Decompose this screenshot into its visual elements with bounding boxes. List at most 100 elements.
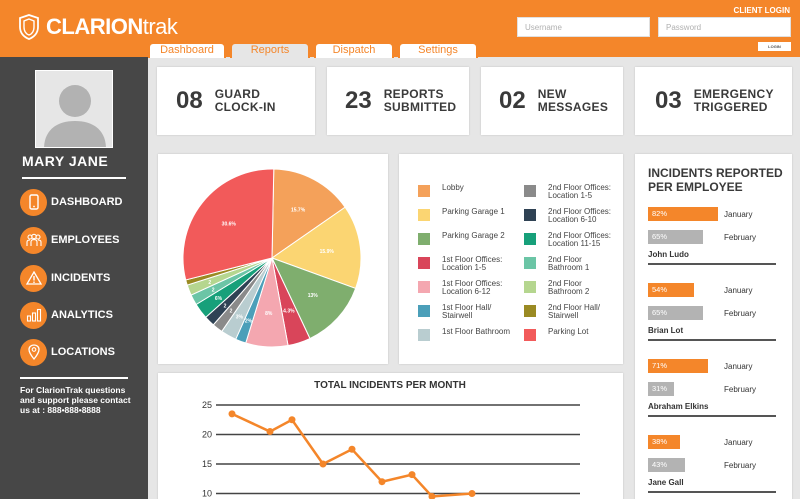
- tab-dispatch[interactable]: Dispatch: [314, 42, 394, 58]
- employee-name: Brian Lot: [648, 326, 684, 335]
- phone-icon: [20, 188, 47, 216]
- pie-slice-label: 2: [212, 287, 215, 293]
- line-point[interactable]: [288, 416, 296, 424]
- legend-label: 1st Floor Bathroom: [442, 327, 511, 336]
- line-point[interactable]: [428, 492, 436, 499]
- divider: [648, 491, 776, 493]
- stat-label: NEW MESSAGES: [537, 87, 609, 114]
- legend-item: 1st Floor Bathroom: [418, 328, 512, 341]
- pie-slice-label: 4.3%: [283, 309, 295, 315]
- legend-item: Parking Lot: [524, 328, 618, 341]
- employee-month-label: January: [724, 286, 753, 295]
- employee-percentage-bar[interactable]: 31%: [648, 382, 674, 396]
- employee-percentage-bar[interactable]: 82%: [648, 207, 718, 221]
- legend-label: Lobby: [442, 183, 464, 192]
- line-point[interactable]: [228, 410, 236, 418]
- sidebar-item-label: EMPLOYEES: [51, 234, 120, 246]
- login-button[interactable]: LOGIN: [758, 42, 791, 51]
- y-tick-label: 20: [202, 430, 212, 440]
- legend-item: 2nd Floor Offices: Location 1-5: [524, 184, 618, 200]
- sidebar-item-locations[interactable]: LOCATIONS: [20, 338, 115, 366]
- sidebar-item-dashboard[interactable]: DASHBOARD: [20, 188, 123, 216]
- employee-month-label: January: [724, 438, 753, 447]
- line-point[interactable]: [468, 490, 476, 497]
- location-pin-icon: [20, 338, 47, 366]
- legend-swatch: [524, 257, 536, 269]
- line-point[interactable]: [408, 471, 416, 479]
- pie-slice-label: 15.9%: [320, 249, 335, 255]
- divider: [648, 339, 776, 341]
- tab-reports[interactable]: Reports: [230, 42, 310, 58]
- line-series: [231, 412, 473, 498]
- stat-number: 23: [345, 87, 372, 114]
- pie-slice[interactable]: [271, 257, 357, 340]
- employee-percentage-bar[interactable]: 54%: [648, 283, 694, 297]
- legend-item: 2nd Floor Offices: Location 11-15: [524, 232, 618, 248]
- top-header: CLARIONtrak CLIENT LOGIN LOGIN: [0, 0, 800, 57]
- pie-slice[interactable]: [271, 168, 346, 259]
- pie-slice[interactable]: [270, 206, 362, 290]
- avatar[interactable]: [35, 70, 113, 148]
- app-logo[interactable]: CLARIONtrak: [18, 14, 178, 40]
- pie-legend: Lobby Parking Garage 1 Parking Garage 2 1st…: [399, 154, 623, 364]
- tab-dashboard[interactable]: Dashboard: [148, 42, 226, 58]
- pie-slice[interactable]: [182, 168, 275, 281]
- stat-card-emergency-triggered[interactable]: 03 EMERGENCY TRIGGERED: [635, 67, 792, 135]
- divider: [648, 415, 776, 417]
- legend-label: 1st Floor Offices: Location 6-12: [442, 279, 503, 296]
- legend-swatch: [418, 257, 430, 269]
- sidebar-item-analytics[interactable]: ANALYTICS: [20, 301, 113, 329]
- employee-percentage-bar[interactable]: 38%: [648, 435, 680, 449]
- employee-month-label: February: [724, 385, 757, 394]
- sidebar-item-employees[interactable]: EMPLOYEES: [20, 226, 119, 254]
- sidebar: MARY JANE DASHBOARD EMPLOYEES INCIDENTS …: [0, 57, 148, 499]
- tab-settings[interactable]: Settings: [398, 42, 478, 58]
- y-tick-label: 25: [202, 400, 212, 410]
- pie-chart-card: 15.7% 15.9% 13% 4.3% 8% 2% 3% 2 2 6% 2 2 30.6%: [158, 154, 388, 364]
- stat-card-new-messages[interactable]: 02 NEW MESSAGES: [481, 67, 623, 135]
- pie-slice-label: 15.7%: [291, 207, 306, 213]
- legend-label: Parking Lot: [548, 327, 589, 336]
- employee-name: Abraham Elkins: [648, 402, 709, 411]
- employee-percentage-bar[interactable]: 71%: [648, 359, 708, 373]
- user-placeholder-icon: [44, 85, 106, 147]
- divider: [20, 377, 128, 379]
- stat-card-guard-clock-in[interactable]: 08 GUARD CLOCK-IN: [157, 67, 315, 135]
- legend-swatch: [524, 209, 536, 221]
- password-input[interactable]: [658, 17, 791, 37]
- employee-name: John Ludo: [648, 250, 689, 259]
- line-point[interactable]: [378, 478, 386, 486]
- employee-month-label: February: [724, 461, 757, 470]
- legend-swatch: [418, 209, 430, 221]
- sidebar-item-incidents[interactable]: INCIDENTS: [20, 264, 110, 292]
- employee-month-label: January: [724, 210, 753, 219]
- warning-icon: [20, 264, 47, 292]
- legend-label: 2nd Floor Offices: Location 1-5: [548, 183, 611, 200]
- employee-month-label: January: [724, 362, 753, 371]
- pie-slice-label: 3%: [236, 314, 244, 320]
- legend-item: Parking Garage 1: [418, 208, 512, 221]
- divider: [22, 177, 126, 179]
- stat-number: 08: [176, 87, 203, 114]
- line-chart[interactable]: 25 20 15 10: [158, 373, 623, 499]
- line-point[interactable]: [319, 460, 327, 468]
- sidebar-item-label: LOCATIONS: [51, 346, 115, 358]
- stat-card-reports-submitted[interactable]: 23 REPORTS SUBMITTED: [327, 67, 469, 135]
- employee-percentage-bar[interactable]: 43%: [648, 458, 685, 472]
- employee-percentage-bar[interactable]: 65%: [648, 230, 703, 244]
- legend-swatch: [418, 305, 430, 317]
- pie-slice-label: 2: [208, 280, 211, 286]
- legend-swatch: [418, 233, 430, 245]
- line-point[interactable]: [266, 428, 274, 436]
- legend-label: Parking Garage 2: [442, 231, 505, 240]
- client-login-label: CLIENT LOGIN: [733, 6, 790, 15]
- legend-item: 2nd Floor Bathroom 1: [524, 256, 618, 272]
- legend-swatch: [418, 329, 430, 341]
- y-tick-label: 10: [202, 489, 212, 499]
- line-point[interactable]: [348, 445, 356, 453]
- username-input[interactable]: [517, 17, 650, 37]
- employee-percentage-bar[interactable]: 65%: [648, 306, 703, 320]
- legend-item: 2nd Floor Offices: Location 6-10: [524, 208, 618, 224]
- pie-slice-label: 2: [224, 303, 227, 309]
